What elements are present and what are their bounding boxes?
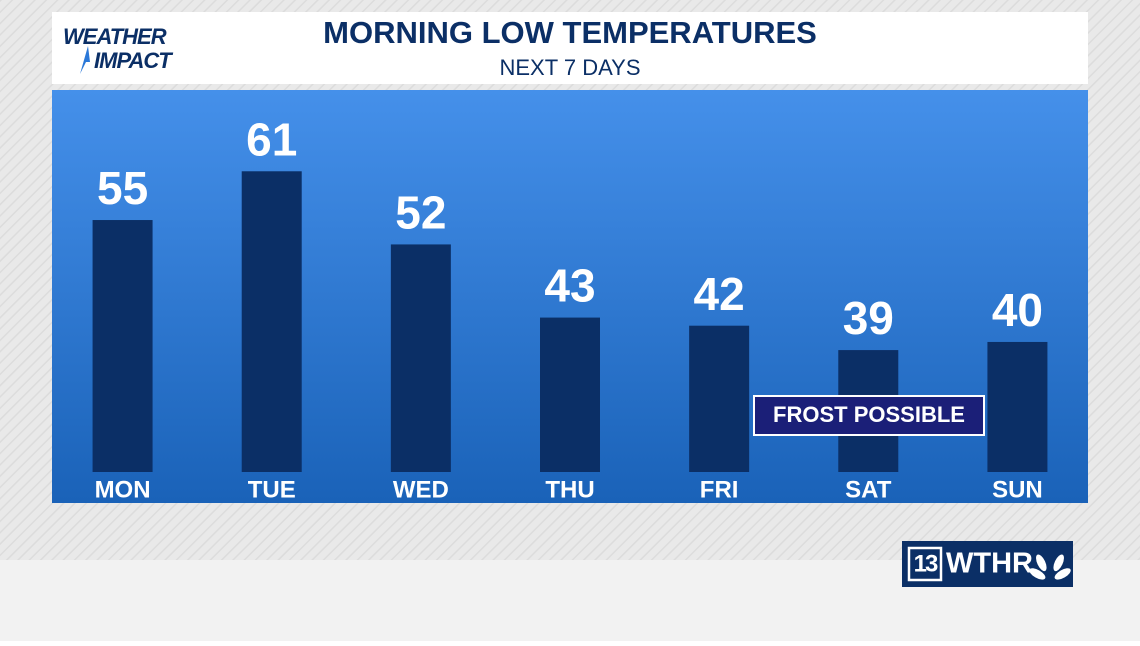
- lightning-icon: [80, 46, 90, 74]
- peacock-icon: [1029, 554, 1071, 580]
- x-tick-label: TUE: [248, 476, 296, 503]
- bars: 55 MON 61 TUE 52 WED 43 THU 42 FRI 39 SAT 40 SUN: [92, 113, 1048, 503]
- bar: [241, 171, 302, 472]
- bar: [540, 317, 600, 472]
- show-logo-top: WEATHER: [63, 24, 167, 49]
- bar: [92, 220, 153, 472]
- chart-title: MORNING LOW TEMPERATURES: [323, 15, 817, 50]
- annotation: FROST POSSIBLE: [773, 402, 965, 427]
- bar: [689, 325, 750, 472]
- chart-subtitle: NEXT 7 DAYS: [499, 55, 640, 80]
- value-label: 55: [97, 162, 148, 214]
- value-label: 61: [246, 113, 297, 165]
- x-tick-label: FRI: [700, 476, 739, 503]
- value-label: 39: [843, 292, 894, 344]
- x-tick-label: SUN: [992, 476, 1043, 503]
- x-tick-label: MON: [95, 476, 151, 503]
- value-label: 52: [395, 187, 446, 239]
- station-name: WTHR: [946, 548, 1033, 580]
- annotation-box: [753, 395, 985, 436]
- show-logo-bottom: IMPACT: [94, 48, 173, 73]
- channel-number: 13: [914, 550, 938, 577]
- header: [52, 12, 1088, 84]
- bar: [390, 244, 451, 472]
- value-label: 43: [544, 260, 595, 312]
- value-label: 40: [992, 284, 1043, 336]
- value-label: 42: [694, 268, 745, 320]
- bar: [987, 341, 1048, 472]
- channel-box: [907, 546, 943, 582]
- x-tick-label: SAT: [845, 476, 892, 503]
- x-tick-label: THU: [545, 476, 594, 503]
- x-tick-label: WED: [393, 476, 449, 503]
